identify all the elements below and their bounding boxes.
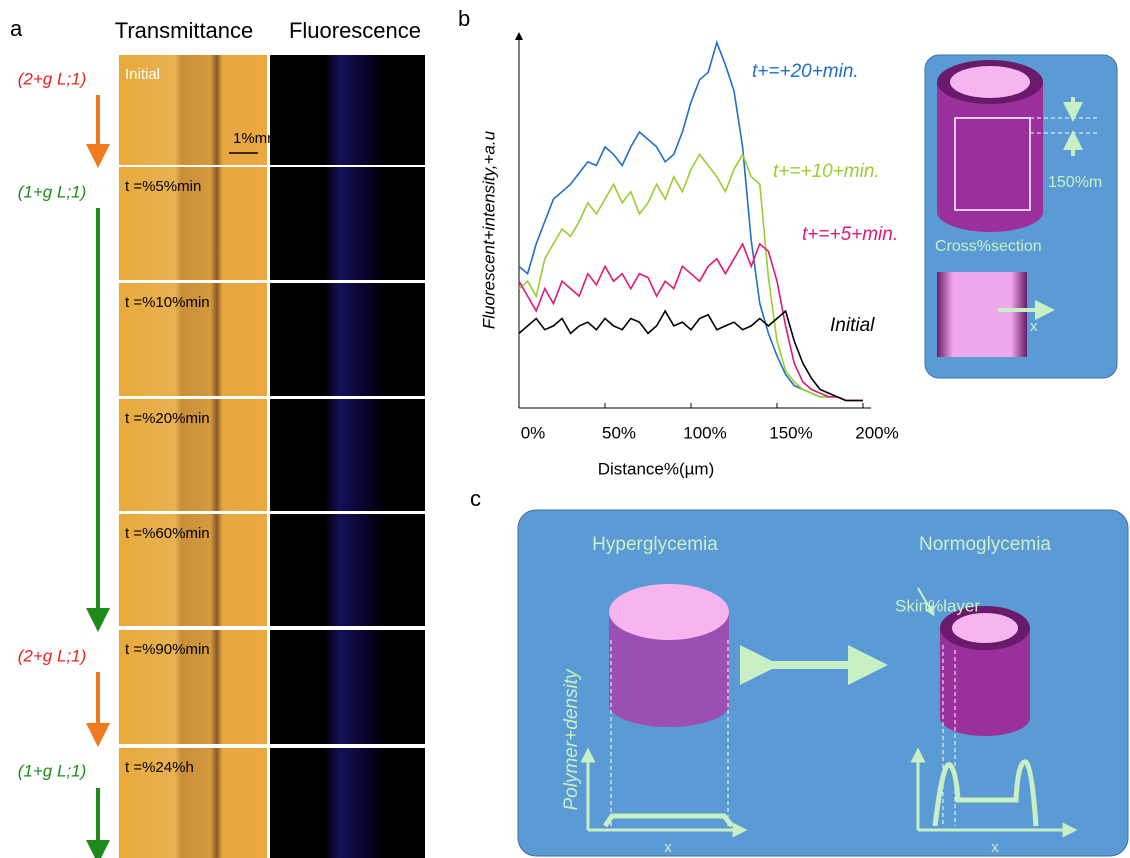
- figure: a b c Transmittance Fluorescence Initial…: [0, 0, 1130, 858]
- series-label: Initial: [830, 315, 875, 336]
- x-tick-label: 100%: [683, 423, 726, 442]
- x-tick-label: 0%: [521, 423, 546, 442]
- cylinder-base: [937, 192, 1043, 232]
- fluorescence-image: [270, 55, 425, 165]
- series-line: [519, 43, 863, 401]
- cylinder-lumen: [950, 66, 1030, 98]
- x-axis-label: x: [991, 839, 999, 856]
- cylinder-base: [609, 683, 729, 727]
- series-line: [519, 311, 863, 401]
- time-label: t =%24%h: [125, 759, 194, 776]
- fluorescence-image: [270, 167, 425, 280]
- fluorescence-image: [270, 630, 425, 744]
- condition-label: (1+g L;1): [18, 182, 87, 201]
- condition-label: (1+g L;1): [18, 761, 87, 780]
- fluorescence-image: [270, 514, 425, 626]
- fluorescence-image: [270, 283, 425, 396]
- skin-layer-label: Skin%layer: [895, 596, 980, 615]
- cylinder-lumen: [952, 613, 1018, 643]
- y-axis-label: Fluorescent+intensity,+a.u: [479, 130, 498, 329]
- series-line: [519, 154, 863, 400]
- x-tick-label: 200%: [855, 423, 898, 442]
- line-chart: Fluorescent+intensity,+a.u Distance%(µm)…: [479, 39, 898, 478]
- state-title: Normoglycemia: [919, 534, 1051, 555]
- fluorescence-image: [270, 399, 425, 511]
- column-header: Fluorescence: [289, 18, 421, 43]
- x-axis-label: Distance%(µm): [598, 459, 715, 478]
- cylinder-base: [940, 700, 1030, 736]
- inset-diagram: 150%m Cross%section x: [925, 55, 1117, 378]
- panel-label: b: [458, 6, 470, 31]
- condition-label: (2+g L;1): [18, 646, 87, 665]
- column-header: Transmittance: [115, 18, 254, 43]
- axis-label: x: [1030, 318, 1038, 335]
- series-label: t+=+10+min.: [773, 161, 880, 182]
- panel-label: c: [470, 486, 481, 511]
- state-title: Hyperglycemia: [592, 534, 718, 555]
- series-label: t+=+5+min.: [802, 224, 898, 245]
- time-label: t =%5%min: [125, 178, 201, 195]
- time-label: t =%20%min: [125, 410, 210, 427]
- x-tick-label: 150%: [769, 423, 812, 442]
- cross-section: [937, 272, 1027, 357]
- time-label: Initial: [125, 66, 160, 83]
- image-grid: Initial t =%5%min t =%10%min t =%20%min t =%…: [119, 55, 425, 858]
- series-label: t+=+20+min.: [752, 61, 859, 82]
- thickness-label: 150%m: [1048, 174, 1102, 191]
- panel-label: a: [10, 16, 23, 41]
- time-label: t =%10%min: [125, 294, 210, 311]
- diagram: Hyperglycemia Normoglycemia Skin%layer P…: [518, 510, 1128, 856]
- cylinder-top: [609, 584, 729, 640]
- time-label: t =%60%min: [125, 525, 210, 542]
- time-label: t =%90%min: [125, 641, 210, 658]
- scale-label: 1%mm: [233, 130, 280, 147]
- condition-label: (2+g L;1): [18, 69, 87, 88]
- x-axis-label: x: [664, 839, 672, 856]
- y-axis-label: Polymer+density: [561, 668, 582, 810]
- fluorescence-image: [270, 748, 425, 858]
- section-label: Cross%section: [935, 238, 1042, 255]
- x-tick-label: 50%: [602, 423, 636, 442]
